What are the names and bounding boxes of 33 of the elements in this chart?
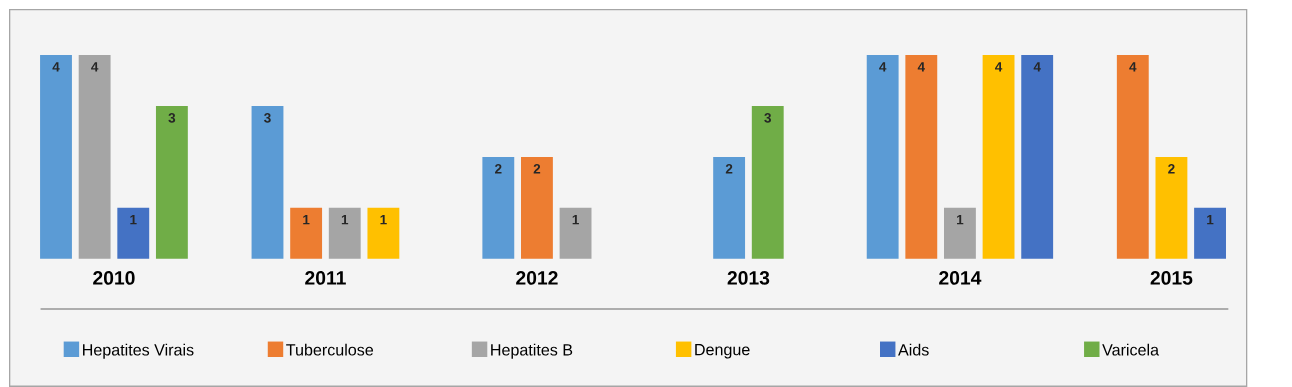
data-label: 1 (1207, 215, 1214, 225)
legend-label: Varicela (1102, 343, 1160, 356)
data-label: 1 (380, 215, 387, 225)
data-label: 4 (52, 62, 60, 72)
data-label: 3 (264, 113, 271, 123)
x-tick-label: 2011 (305, 271, 346, 285)
data-label: 1 (572, 215, 579, 225)
data-label: 2 (1168, 164, 1175, 174)
data-label: 1 (130, 215, 137, 225)
data-label: 1 (303, 215, 310, 225)
legend-label: Hepatites Virais (83, 343, 194, 359)
legend-label: Dengue (695, 344, 750, 359)
data-label: 3 (168, 113, 176, 123)
data-label: 4 (917, 62, 925, 72)
data-label: 2 (725, 164, 733, 174)
data-label: 4 (91, 62, 99, 72)
legend-label: Aids (898, 343, 929, 356)
data-label: 4 (1129, 62, 1137, 72)
data-label: 1 (341, 215, 349, 225)
x-tick-label: 2015 (1150, 271, 1193, 285)
data-label: 2 (495, 164, 502, 174)
legend-label: Hepatites B (491, 343, 573, 359)
x-tick-label: 2013 (727, 271, 770, 285)
x-tick-label: 2010 (93, 271, 135, 285)
x-tick-label: 2012 (516, 271, 558, 285)
data-label: 3 (764, 113, 772, 123)
data-label: 4 (879, 62, 887, 72)
legend-label: Tuberculose (286, 343, 374, 356)
data-label: 4 (1033, 62, 1041, 72)
data-label: 2 (533, 164, 541, 174)
data-label: 1 (957, 215, 964, 225)
x-tick-label: 2014 (939, 271, 982, 285)
data-label: 4 (995, 62, 1003, 72)
